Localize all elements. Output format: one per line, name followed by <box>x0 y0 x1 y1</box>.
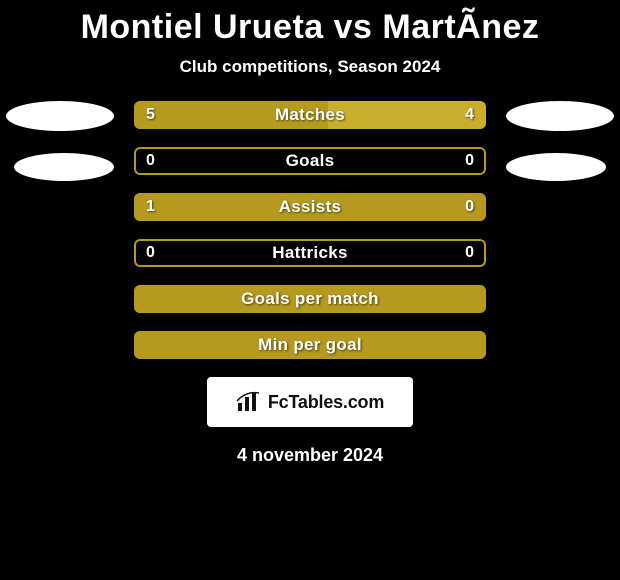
avatar-left-column <box>0 101 120 203</box>
avatar-placeholder-icon <box>506 153 606 181</box>
stat-row: Assists1 0 <box>134 193 486 221</box>
page-subtitle: Club competitions, Season 2024 <box>0 57 620 77</box>
stat-row: Goals per match <box>134 285 486 313</box>
chart-area: Matches54Goals00Assists10Hattricks00Goal… <box>0 101 620 359</box>
stat-label: Hattricks <box>134 239 486 267</box>
avatar-placeholder-icon <box>6 101 114 131</box>
stat-right-value: 0 <box>465 193 474 221</box>
stat-left-value: 5 <box>146 101 155 129</box>
stat-bars: Matches54Goals00Assists10Hattricks00Goal… <box>134 101 486 359</box>
stat-left-value: 1 <box>146 193 155 221</box>
page-title: Montiel Urueta vs MartÃ­nez <box>0 8 620 47</box>
stat-right-value: 4 <box>465 101 474 129</box>
stat-label: Matches <box>134 101 486 129</box>
logo-text: FcTables.com <box>268 392 384 413</box>
comparison-card: Montiel Urueta vs MartÃ­nez Club competi… <box>0 0 620 466</box>
stat-row: Min per goal <box>134 331 486 359</box>
stat-right-value: 0 <box>465 239 474 267</box>
stat-row: Hattricks0 0 <box>134 239 486 267</box>
stat-label: Assists <box>134 193 486 221</box>
avatar-placeholder-icon <box>506 101 614 131</box>
stat-label: Goals <box>134 147 486 175</box>
stat-row: Matches5 4 <box>134 101 486 129</box>
bar-chart-icon <box>236 391 262 413</box>
stat-left-value: 0 <box>146 239 155 267</box>
footer-date: 4 november 2024 <box>0 445 620 466</box>
avatar-placeholder-icon <box>14 153 114 181</box>
stat-label: Goals per match <box>134 285 486 313</box>
stat-left-value: 0 <box>146 147 155 175</box>
stat-right-value: 0 <box>465 147 474 175</box>
stat-row: Goals0 0 <box>134 147 486 175</box>
logo-badge: FcTables.com <box>207 377 413 427</box>
avatar-right-column <box>500 101 620 203</box>
stat-label: Min per goal <box>134 331 486 359</box>
